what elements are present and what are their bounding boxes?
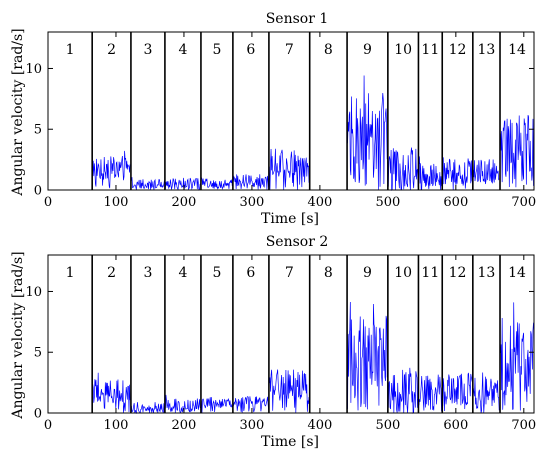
segment-label: 11 <box>421 265 439 281</box>
data-trace-segment-4 <box>165 177 201 191</box>
segment-label: 7 <box>285 42 294 58</box>
segment-label: 8 <box>324 265 333 281</box>
data-trace-segment-5 <box>201 177 233 190</box>
segment-label: 3 <box>143 42 152 58</box>
data-trace-segment-7 <box>269 148 310 190</box>
x-tick-label: 200 <box>172 418 197 433</box>
segment-label: 7 <box>285 265 294 281</box>
segment-label: 1 <box>66 42 75 58</box>
data-trace-segment-7 <box>269 369 310 413</box>
x-tick-label: 500 <box>375 195 400 210</box>
data-trace-segment-6 <box>233 396 269 413</box>
x-tick-label: 500 <box>375 418 400 433</box>
sensor-2-panel: Sensor 2 Angular velocity [rad/s] Time [… <box>10 234 536 450</box>
data-trace-segment-2 <box>92 372 131 413</box>
data-trace-segment-11 <box>418 156 442 190</box>
y-axis-label: Angular velocity [rad/s] <box>10 251 26 419</box>
segment-label: 12 <box>449 265 467 281</box>
segment-label: 5 <box>212 265 221 281</box>
x-tick-label: 200 <box>172 195 197 210</box>
segment-label: 10 <box>394 265 412 281</box>
plot-frame <box>47 31 535 191</box>
data-trace-segment-3 <box>131 177 165 191</box>
y-tick-label: 10 <box>25 62 42 77</box>
segment-label: 11 <box>421 42 439 58</box>
data-trace-segment-3 <box>131 402 165 415</box>
data-trace-segment-13 <box>472 372 500 414</box>
x-axis-label: Time [s] <box>261 211 319 227</box>
segment-label: 12 <box>449 42 467 58</box>
data-trace-segment-9 <box>347 75 388 190</box>
chart-title: Sensor 1 <box>266 11 329 27</box>
segment-label: 6 <box>246 265 255 281</box>
sensor-1-panel: Sensor 1 Angular velocity [rad/s] Time [… <box>10 11 536 227</box>
x-tick-label: 100 <box>104 195 129 210</box>
x-tick-label: 600 <box>443 418 468 433</box>
x-tick-label: 400 <box>307 195 332 210</box>
x-tick-label: 400 <box>307 418 332 433</box>
chart-title: Sensor 2 <box>266 234 329 250</box>
plot-frame <box>47 254 535 414</box>
data-trace-segment-5 <box>201 397 233 413</box>
y-tick-label: 5 <box>34 346 42 361</box>
data-trace-segment-10 <box>388 367 419 414</box>
data-trace-segment-12 <box>442 372 473 411</box>
segment-label: 1 <box>66 265 75 281</box>
segment-label: 4 <box>178 42 187 58</box>
y-tick-label: 0 <box>34 184 42 199</box>
data-trace-segment-11 <box>418 374 442 412</box>
data-trace-segment-13 <box>472 159 500 185</box>
x-tick-label: 0 <box>44 418 52 433</box>
y-tick-label: 5 <box>34 123 42 138</box>
x-axis-label: Time [s] <box>261 434 319 450</box>
segment-label: 10 <box>394 42 412 58</box>
segment-label: 3 <box>143 265 152 281</box>
segment-label: 9 <box>363 42 372 58</box>
segment-label: 13 <box>478 265 496 281</box>
segment-label: 13 <box>478 42 496 58</box>
x-tick-label: 600 <box>443 195 468 210</box>
segment-label: 2 <box>107 42 116 58</box>
x-tick-label: 700 <box>511 195 536 210</box>
segment-label: 5 <box>212 42 221 58</box>
segment-label: 8 <box>324 42 333 58</box>
segment-label: 14 <box>508 42 526 58</box>
y-tick-label: 0 <box>34 407 42 422</box>
x-tick-label: 700 <box>511 418 536 433</box>
y-tick-label: 10 <box>25 285 42 300</box>
data-trace-segment-2 <box>92 150 131 189</box>
data-trace-segment-14 <box>500 302 534 411</box>
x-tick-label: 300 <box>240 418 265 433</box>
x-tick-label: 0 <box>44 195 52 210</box>
data-trace-segment-10 <box>388 147 419 192</box>
data-trace-segment-4 <box>165 394 201 414</box>
segment-label: 4 <box>178 265 187 281</box>
x-tick-label: 100 <box>104 418 129 433</box>
y-axis-label: Angular velocity [rad/s] <box>10 28 26 196</box>
x-tick-label: 300 <box>240 195 265 210</box>
segment-label: 9 <box>363 265 372 281</box>
segment-label: 6 <box>246 42 255 58</box>
segment-label: 14 <box>508 265 526 281</box>
data-trace-segment-9 <box>347 301 388 411</box>
data-trace-segment-12 <box>442 157 473 191</box>
data-trace-segment-6 <box>233 174 269 190</box>
segment-label: 2 <box>107 265 116 281</box>
data-trace-segment-14 <box>500 114 534 188</box>
